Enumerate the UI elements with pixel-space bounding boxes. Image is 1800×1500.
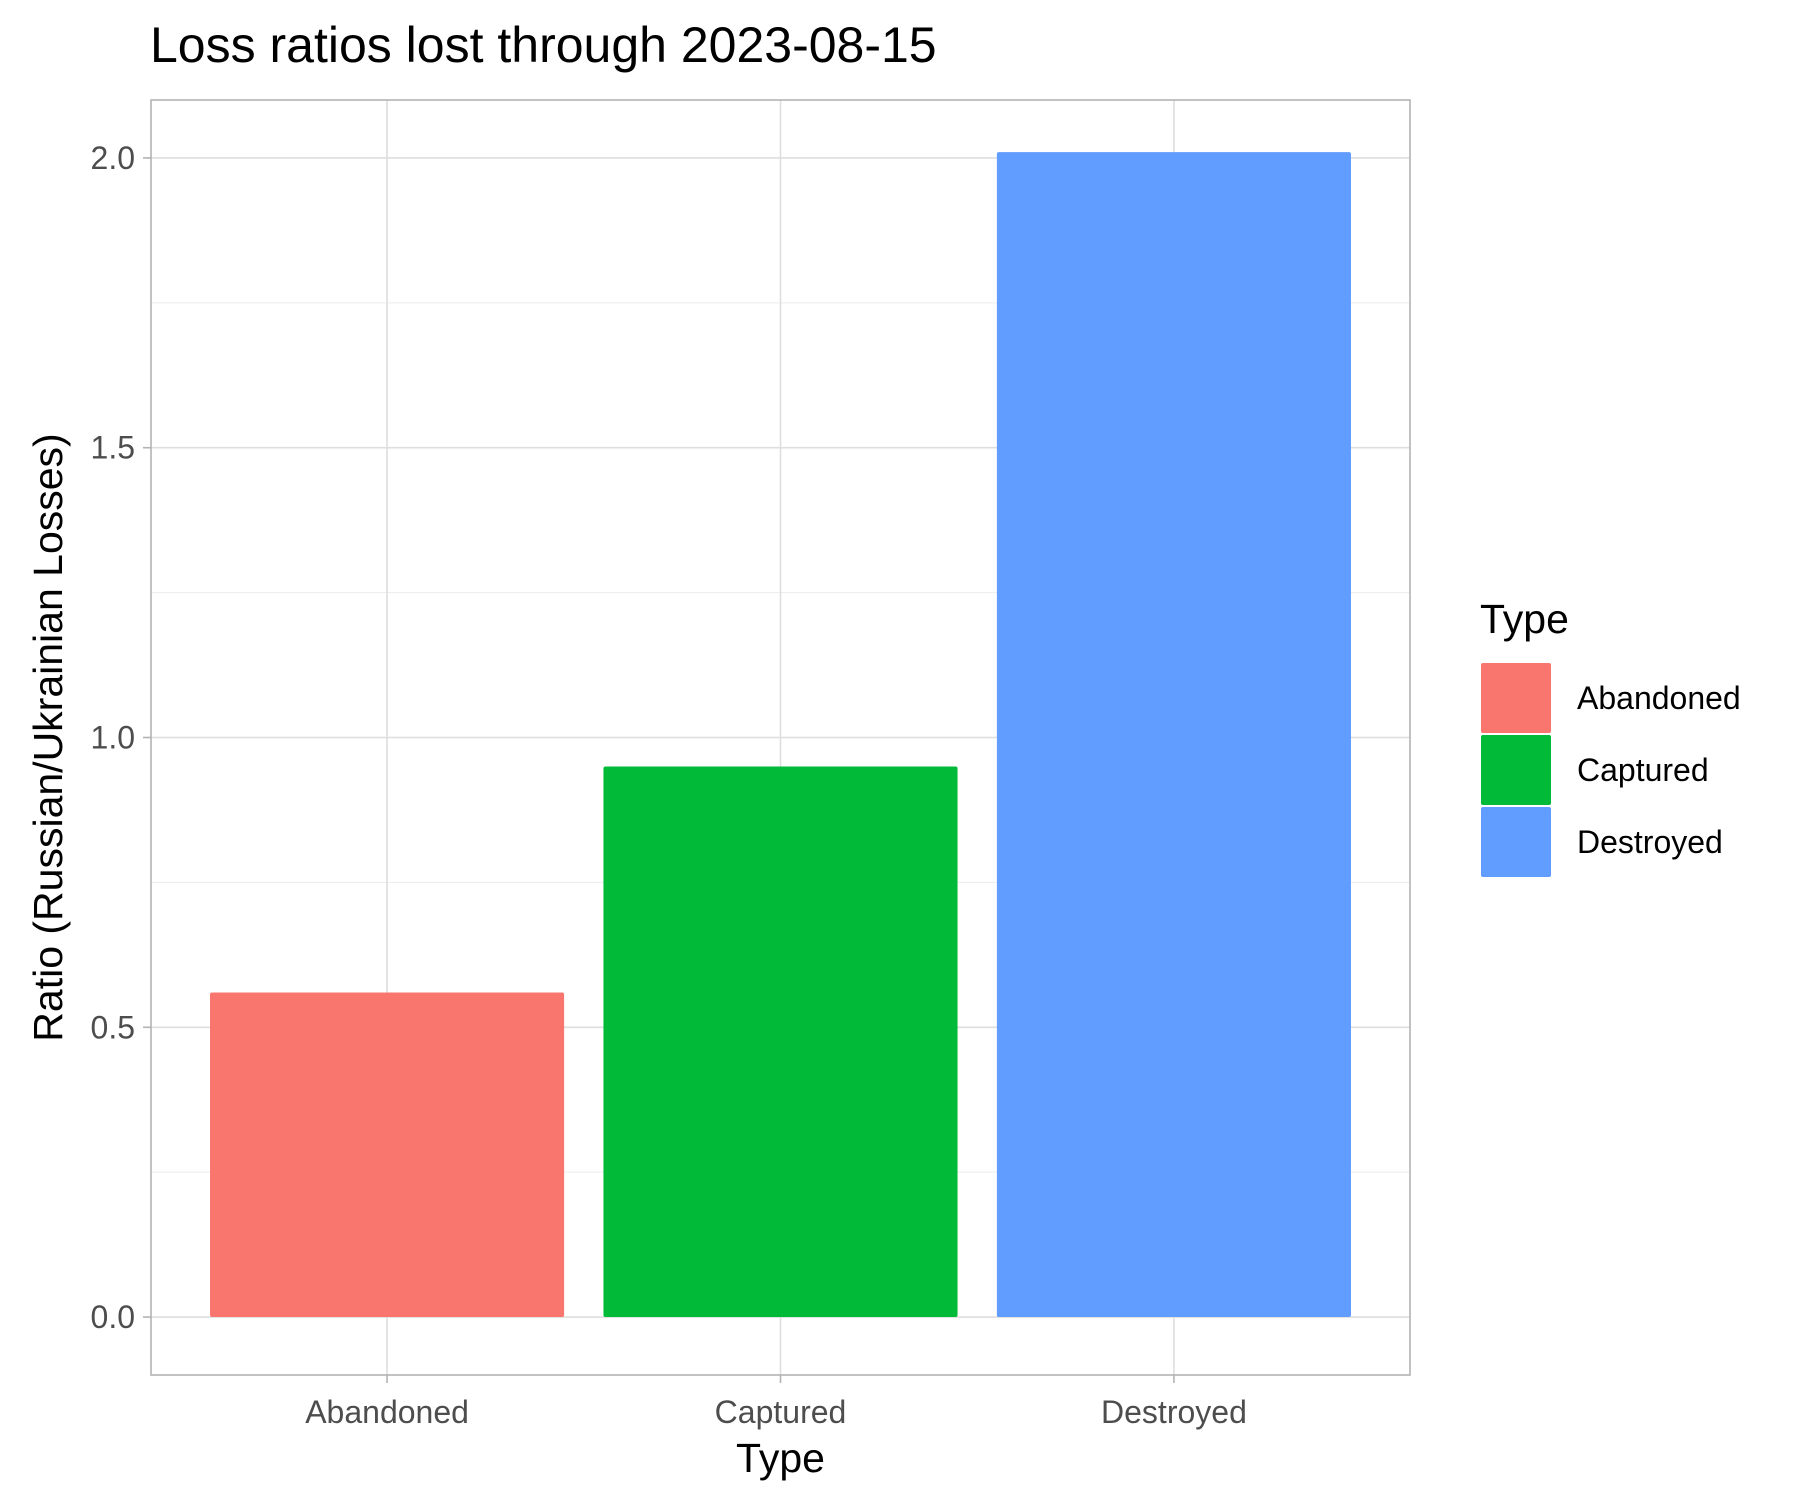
legend-label-abandoned: Abandoned xyxy=(1577,680,1741,716)
legend: Type Abandoned Captured Destroyed xyxy=(1480,596,1741,877)
legend-title: Type xyxy=(1480,596,1569,642)
y-axis-ticks: 0.0 0.5 1.0 1.5 2.0 xyxy=(91,140,151,1335)
bar-destroyed xyxy=(996,152,1351,1318)
legend-label-captured: Captured xyxy=(1577,752,1709,788)
legend-label-destroyed: Destroyed xyxy=(1577,824,1723,860)
y-tick-label: 0.0 xyxy=(91,1299,135,1335)
y-tick-label: 0.5 xyxy=(91,1009,135,1045)
bars xyxy=(210,152,1351,1318)
x-tick-label-destroyed: Destroyed xyxy=(1101,1394,1247,1430)
legend-key-abandoned xyxy=(1481,663,1551,733)
y-axis-title: Ratio (Russian/Ukrainian Losses) xyxy=(25,433,71,1041)
legend-key-captured xyxy=(1481,735,1551,805)
x-tick-label-captured: Captured xyxy=(715,1394,847,1430)
x-tick-label-abandoned: Abandoned xyxy=(305,1394,469,1430)
x-axis-title: Type xyxy=(736,1435,825,1481)
chart-title: Loss ratios lost through 2023-08-15 xyxy=(150,17,937,73)
y-tick-label: 2.0 xyxy=(91,140,135,176)
bar-captured xyxy=(603,766,958,1318)
x-axis-ticks: Abandoned Captured Destroyed xyxy=(305,1375,1247,1430)
y-tick-label: 1.5 xyxy=(91,430,135,466)
legend-entries: Abandoned Captured Destroyed xyxy=(1481,663,1741,877)
y-tick-label: 1.0 xyxy=(91,720,135,756)
legend-key-destroyed xyxy=(1481,807,1551,877)
bar-abandoned xyxy=(210,992,565,1318)
